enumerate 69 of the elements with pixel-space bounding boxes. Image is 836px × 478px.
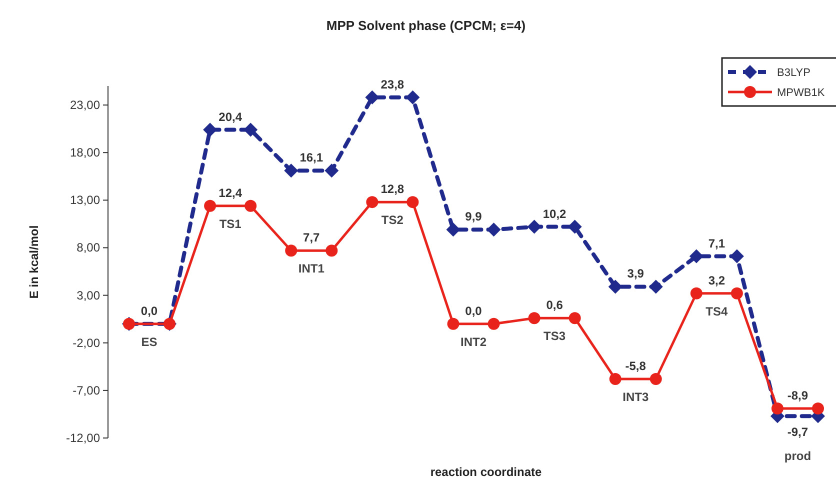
data-label: 7,7: [303, 230, 320, 245]
text: prod: [784, 449, 812, 463]
point: [204, 200, 216, 212]
point: [690, 287, 702, 300]
point: [568, 220, 582, 234]
data-label: 20,4: [218, 110, 242, 124]
data-label: 3,2: [708, 273, 726, 288]
data-label: 12,4: [218, 186, 242, 200]
point: [650, 373, 662, 386]
point: [568, 312, 581, 324]
point: [488, 318, 500, 330]
data-label: 0,6: [546, 298, 564, 312]
y-tick-label: 3,00: [76, 288, 100, 302]
data-label: 9,9: [465, 210, 482, 224]
point: [285, 244, 298, 257]
annotation: INT1: [298, 262, 325, 276]
point: [730, 287, 743, 300]
point: [244, 122, 258, 137]
point: [326, 244, 338, 257]
point: [447, 318, 460, 330]
y-axis-title: E in kcal/mol: [27, 225, 41, 299]
data-label: 23,8: [380, 77, 404, 92]
y-tick-label: 18,00: [70, 146, 100, 160]
chart-title: MPP Solvent phase (CPCM; ε=4): [326, 18, 526, 33]
annotation: TS4: [706, 304, 728, 318]
data-label: 0,0: [465, 304, 482, 318]
data-label: -8,9: [787, 388, 808, 403]
point: [689, 249, 704, 264]
point: [730, 249, 744, 264]
legend-label: MPWB1K: [777, 87, 826, 99]
y-tick-label: -2,00: [72, 336, 100, 350]
annotation: INT2: [460, 334, 487, 349]
point: [446, 222, 460, 237]
y-tick-label: -12,00: [66, 431, 100, 445]
data-label: 7,1: [708, 236, 726, 250]
point: [527, 220, 542, 234]
point: [648, 280, 663, 294]
legend-label: B3LYP: [777, 67, 810, 79]
annotation: ES: [141, 334, 158, 349]
y-tick-label: -7,00: [72, 383, 100, 398]
annotation: TS2: [381, 213, 404, 228]
point: [608, 280, 622, 294]
point: [203, 122, 218, 137]
point: [771, 402, 784, 415]
x-axis-title: reaction coordinate: [430, 465, 542, 478]
point: [528, 312, 540, 324]
point: [365, 90, 380, 104]
point: [244, 200, 257, 212]
point: [366, 196, 378, 208]
point: [406, 196, 419, 208]
data-label: -9,7: [787, 425, 808, 440]
data-label: 3,9: [627, 266, 644, 281]
point: [609, 373, 622, 386]
point: [324, 164, 339, 178]
point: [284, 164, 298, 178]
y-tick-label: 23,00: [70, 98, 100, 112]
y-tick-label: 13,00: [70, 193, 100, 208]
annotation: TS3: [544, 329, 566, 344]
data-label: 10,2: [542, 206, 567, 221]
annotation: TS1: [219, 216, 242, 231]
point: [812, 402, 824, 415]
point: [406, 90, 420, 104]
data-label: 12,8: [380, 182, 404, 196]
annotation: INT3: [622, 390, 649, 404]
y-tick-label: 8,00: [76, 240, 100, 255]
data-label: 0,0: [140, 304, 158, 318]
data-label: -5,8: [625, 359, 646, 374]
point: [486, 222, 501, 237]
data-label: 16,1: [300, 150, 324, 165]
